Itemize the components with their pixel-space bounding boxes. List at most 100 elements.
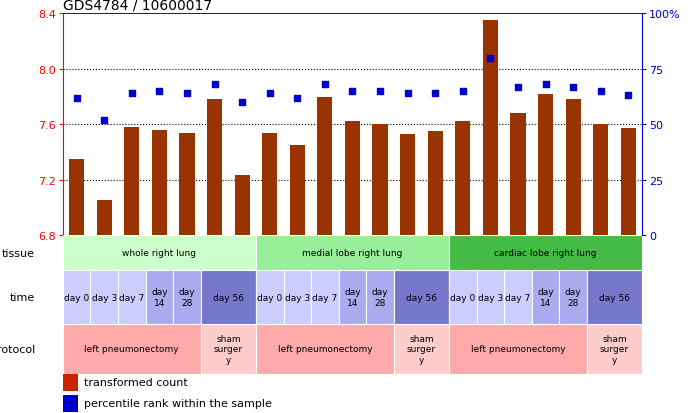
Bar (318, 97, 332, 235)
Bar (565, 100, 581, 235)
Bar (621, 129, 636, 235)
Bar (151, 131, 167, 235)
Point (485, 55, 496, 62)
Bar (63, 235, 642, 357)
Text: sham
surger
y: sham surger y (600, 334, 629, 364)
Point (98, 117, 110, 124)
Text: day
14: day 14 (344, 288, 361, 307)
Bar (449, 235, 642, 271)
Text: protocol: protocol (0, 344, 35, 354)
Point (512, 84, 524, 91)
Text: day 0: day 0 (257, 293, 283, 302)
Bar (256, 271, 283, 324)
Text: day 56: day 56 (213, 293, 244, 302)
Text: left pneumonectomy: left pneumonectomy (278, 344, 372, 354)
Point (623, 93, 634, 100)
Bar (559, 271, 587, 324)
Point (430, 91, 441, 97)
Bar (63, 324, 201, 374)
Bar (538, 95, 554, 235)
Point (457, 88, 468, 95)
Point (292, 95, 303, 102)
Bar (510, 114, 526, 235)
Bar (593, 125, 609, 235)
Bar (345, 122, 360, 235)
Text: cardiac lobe right lung: cardiac lobe right lung (494, 249, 597, 257)
Text: day
28: day 28 (565, 288, 581, 307)
Text: tissue: tissue (2, 248, 35, 258)
Text: day
14: day 14 (151, 288, 168, 307)
Bar (69, 159, 84, 235)
Text: day 7: day 7 (312, 293, 338, 302)
Point (347, 88, 358, 95)
Bar (504, 271, 532, 324)
Bar (339, 271, 366, 324)
Bar (373, 125, 387, 235)
Bar (63, 271, 91, 324)
Bar (201, 324, 256, 374)
Text: day
28: day 28 (179, 288, 195, 307)
Bar (146, 271, 173, 324)
Text: GDS4784 / 10600017: GDS4784 / 10600017 (63, 0, 212, 12)
Bar (63, 235, 256, 271)
Bar (394, 324, 449, 374)
Bar (91, 271, 118, 324)
Bar (96, 201, 112, 235)
Bar (449, 324, 587, 374)
Text: medial lobe right lung: medial lobe right lung (302, 249, 403, 257)
Point (567, 84, 579, 91)
Bar (290, 146, 305, 235)
Bar (262, 133, 277, 235)
Bar (587, 271, 642, 324)
Bar (283, 271, 311, 324)
Bar (256, 235, 449, 271)
Point (209, 82, 220, 88)
Text: sham
surger
y: sham surger y (214, 334, 243, 364)
Text: day 3: day 3 (478, 293, 503, 302)
Text: day 3: day 3 (91, 293, 117, 302)
Bar (235, 176, 250, 235)
Bar (532, 271, 559, 324)
Bar (63, 374, 78, 391)
Point (154, 88, 165, 95)
Text: day
28: day 28 (372, 288, 388, 307)
Point (595, 88, 607, 95)
Point (71, 95, 82, 102)
Text: day 3: day 3 (285, 293, 310, 302)
Text: day 7: day 7 (505, 293, 530, 302)
Text: transformed count: transformed count (84, 377, 188, 387)
Bar (256, 324, 394, 374)
Bar (207, 100, 222, 235)
Bar (394, 271, 449, 324)
Bar (63, 395, 78, 412)
Point (237, 100, 248, 106)
Bar (201, 271, 256, 324)
Point (540, 82, 551, 88)
Text: sham
surger
y: sham surger y (407, 334, 436, 364)
Bar (173, 271, 201, 324)
Text: day 56: day 56 (599, 293, 630, 302)
Point (402, 91, 413, 97)
Text: left pneumonectomy: left pneumonectomy (84, 344, 179, 354)
Text: percentile rank within the sample: percentile rank within the sample (84, 398, 272, 408)
Point (181, 91, 193, 97)
Bar (311, 271, 339, 324)
Bar (400, 135, 415, 235)
Text: left pneumonectomy: left pneumonectomy (470, 344, 565, 354)
Point (126, 91, 138, 97)
Bar (118, 271, 146, 324)
Bar (455, 122, 470, 235)
Bar (449, 271, 477, 324)
Bar (124, 128, 140, 235)
Text: day 0: day 0 (64, 293, 89, 302)
Text: day
14: day 14 (537, 288, 554, 307)
Bar (477, 271, 504, 324)
Point (375, 88, 386, 95)
Bar (179, 133, 195, 235)
Bar (587, 324, 642, 374)
Text: time: time (10, 292, 35, 302)
Text: day 7: day 7 (119, 293, 144, 302)
Bar (366, 271, 394, 324)
Point (264, 91, 275, 97)
Text: whole right lung: whole right lung (122, 249, 196, 257)
